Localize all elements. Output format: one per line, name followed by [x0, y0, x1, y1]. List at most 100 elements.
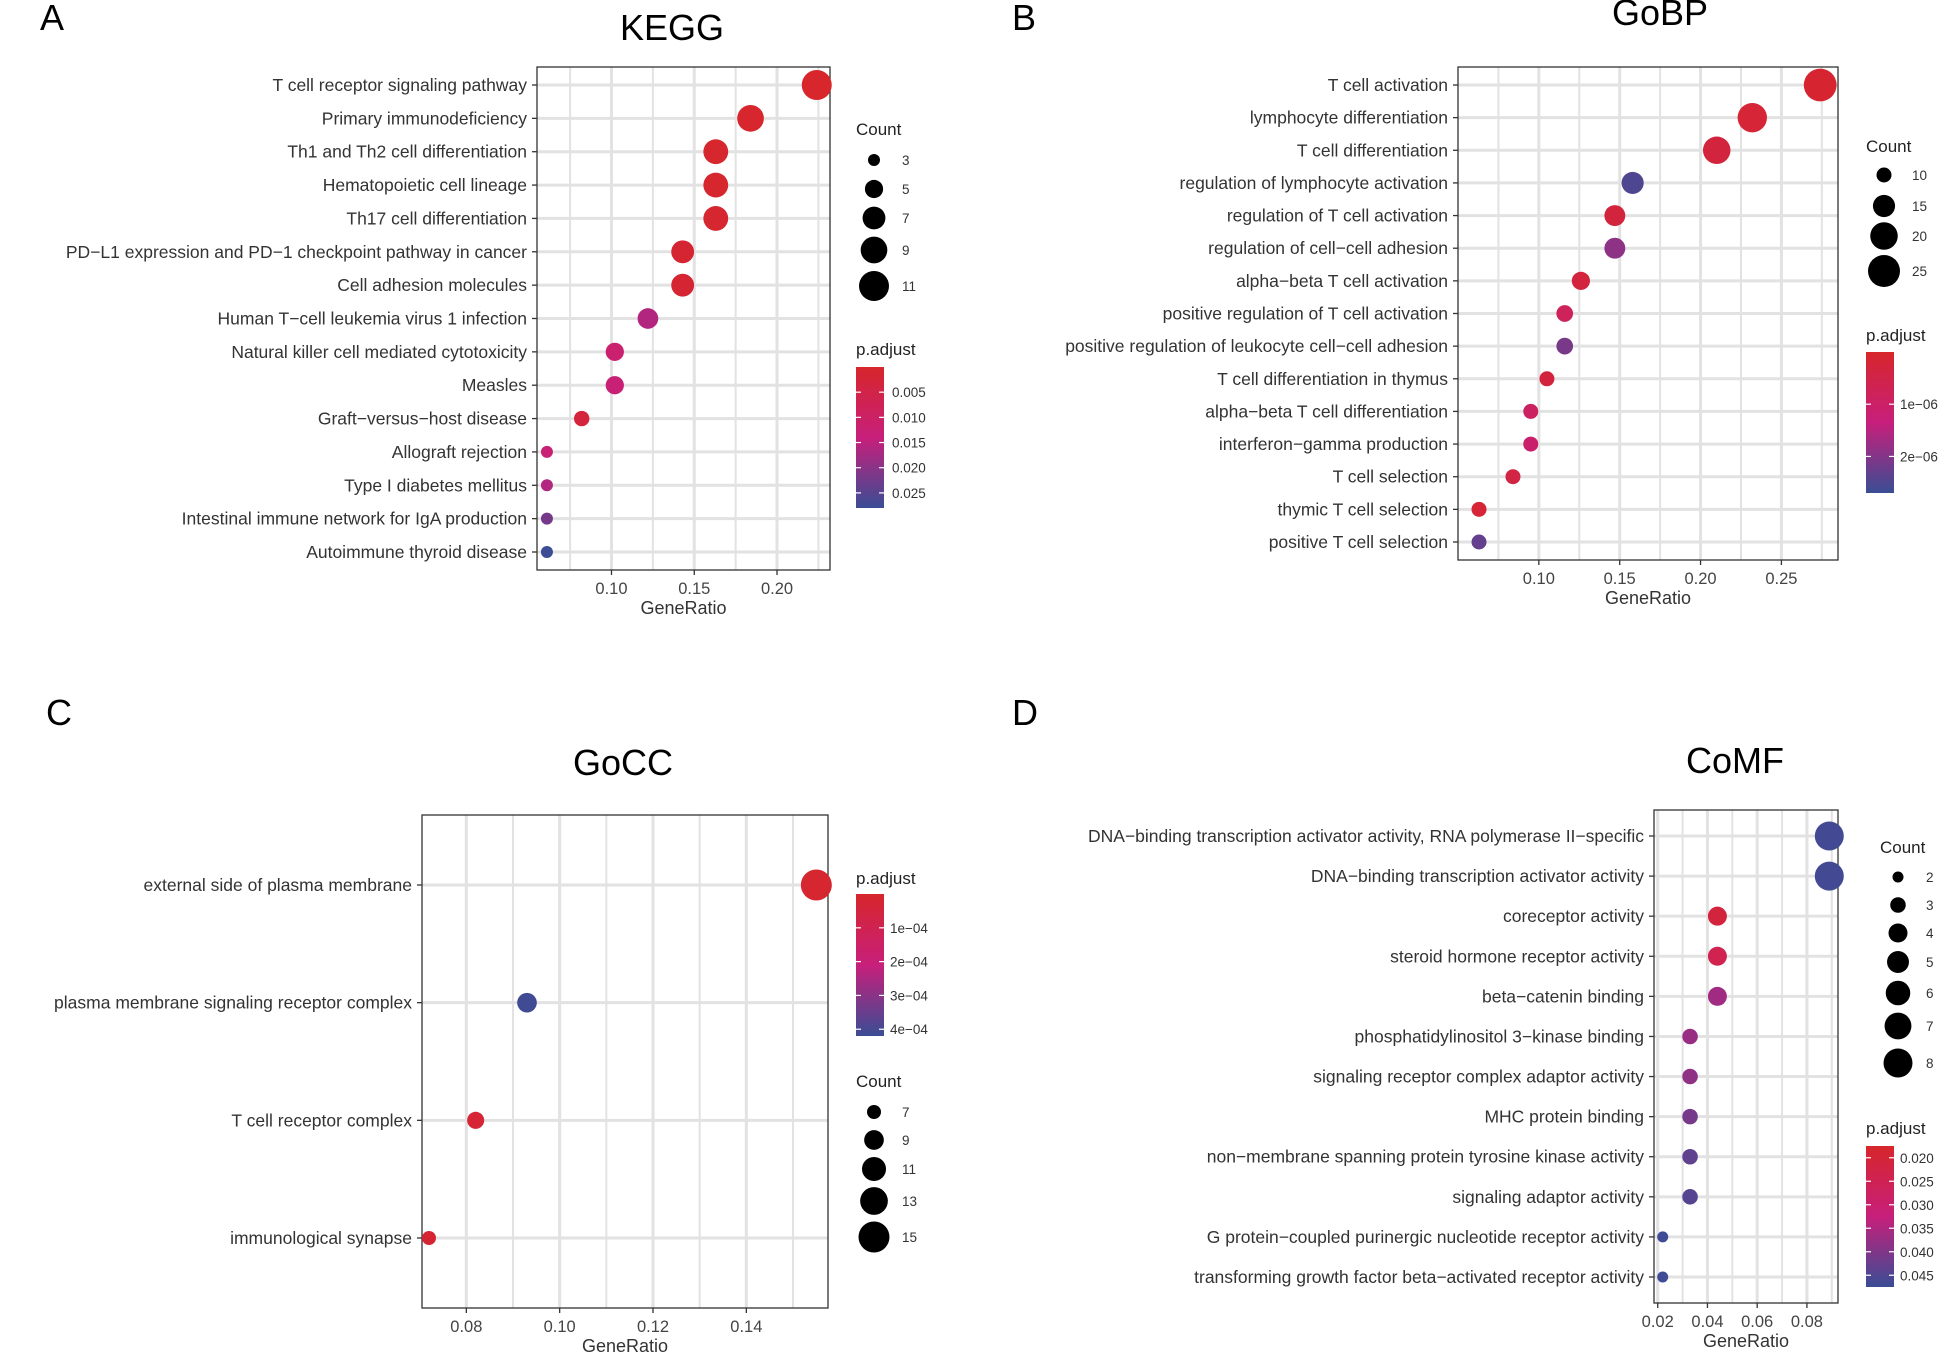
size-legend-label: 15: [1912, 199, 1927, 214]
data-point: [540, 479, 553, 492]
size-legend-dot: [1890, 897, 1906, 913]
category-label: immunological synapse: [230, 1228, 412, 1248]
size-legend-label: 6: [1926, 986, 1934, 1001]
panel-c: C GoCC external side of plasma membrane pla…: [46, 692, 928, 1356]
data-point: [1621, 171, 1644, 195]
category-label: DNA−binding transcription activator acti…: [1088, 826, 1644, 846]
category-label: plasma membrane signaling receptor compl…: [54, 993, 412, 1013]
category-label: signaling adaptor activity: [1452, 1187, 1644, 1207]
data-point: [540, 546, 553, 558]
grid: [537, 67, 830, 570]
color-legend-label: 0.030: [1900, 1198, 1934, 1213]
x-tick-label: 0.02: [1642, 1313, 1674, 1331]
color-legend-label: 1e−04: [890, 921, 928, 936]
panel-letter: C: [46, 692, 72, 733]
color-legend-title: p.adjust: [856, 340, 916, 359]
category-label: Autoimmune thyroid disease: [306, 542, 527, 562]
data-point: [517, 992, 537, 1013]
panel-title: GoCC: [573, 742, 673, 783]
data-point: [1737, 102, 1767, 133]
data-point: [1682, 1108, 1698, 1125]
data-point: [1682, 1068, 1698, 1085]
category-label: Hematopoietic cell lineage: [323, 175, 527, 195]
data-point: [1682, 1189, 1698, 1205]
size-legend-label: 5: [1926, 955, 1934, 970]
color-legend: p.adjust 0.005 0.010 0.015 0.020 0.025: [856, 340, 926, 508]
size-legend-dot: [864, 1130, 884, 1150]
data-point: [1702, 136, 1731, 165]
color-legend-bar: [1866, 1146, 1894, 1287]
color-legend-label: 0.020: [1900, 1151, 1934, 1166]
data-point: [1814, 821, 1844, 851]
category-label: positive regulation of leukocyte cell−ce…: [1065, 336, 1448, 356]
data-point: [671, 273, 695, 297]
category-label: Cell adhesion molecules: [337, 275, 527, 295]
data-point: [1556, 305, 1574, 322]
size-legend-label: 25: [1912, 264, 1927, 279]
category-label: Measles: [462, 375, 527, 395]
category-label: alpha−beta T cell activation: [1236, 271, 1448, 291]
category-label: transforming growth factor beta−activate…: [1194, 1267, 1644, 1287]
x-tick-label: 0.10: [1523, 570, 1555, 588]
size-legend-dot: [1884, 1012, 1912, 1040]
data-point: [1523, 436, 1539, 452]
data-point: [703, 206, 729, 231]
x-tick-label: 0.14: [730, 1318, 762, 1336]
data-point: [800, 869, 832, 901]
size-legend-label: 2: [1926, 870, 1934, 885]
data-point: [1657, 1231, 1669, 1243]
x-axis-title: GeneRatio: [1703, 1331, 1789, 1351]
category-label: non−membrane spanning protein tyrosine k…: [1207, 1147, 1645, 1167]
category-label: external side of plasma membrane: [144, 875, 412, 895]
category-label: Intestinal immune network for IgA produc…: [182, 509, 527, 529]
color-legend-label: 2e−04: [890, 955, 928, 970]
data-point: [540, 512, 553, 525]
x-tick-label: 0.15: [1604, 570, 1636, 588]
color-legend-label: 0.025: [892, 486, 926, 501]
color-legend-title: p.adjust: [1866, 326, 1926, 345]
data-point: [1505, 469, 1521, 485]
size-legend-label: 8: [1926, 1056, 1934, 1071]
size-legend-label: 4: [1926, 926, 1934, 941]
panel-d: D CoMF DNA−binding transcription activator…: [1012, 692, 1934, 1351]
color-legend-label: 2e−06: [1900, 449, 1938, 464]
category-label: Primary immunodeficiency: [322, 108, 527, 128]
plot-border: [1653, 809, 1839, 1304]
size-legend-label: 10: [1912, 168, 1927, 183]
color-legend: p.adjust 1e−06 2e−06: [1866, 326, 1938, 493]
data-point: [540, 445, 553, 458]
data-point: [1571, 271, 1590, 290]
size-legend-dot: [1870, 222, 1898, 250]
data-point: [1803, 68, 1837, 102]
size-legend-dot: [868, 154, 880, 166]
data-point: [1556, 337, 1574, 355]
category-label: regulation of T cell activation: [1227, 206, 1448, 226]
data-point: [1604, 237, 1626, 259]
x-tick-label: 0.12: [637, 1318, 669, 1336]
size-legend-dot: [1876, 167, 1892, 183]
category-label: G protein−coupled purinergic nucleotide …: [1207, 1227, 1645, 1247]
color-legend: p.adjust 0.020 0.025 0.030 0.035 0.040 0.045: [1866, 1119, 1934, 1287]
color-legend-label: 0.020: [892, 461, 926, 476]
category-label: T cell activation: [1328, 75, 1448, 95]
color-legend-label: 0.010: [892, 410, 926, 425]
panel-b: B GoBP T cell activation lymphocyte differe…: [1012, 0, 1938, 608]
x-tick-label: 0.04: [1691, 1313, 1723, 1331]
x-tick-label: 0.08: [1791, 1313, 1823, 1331]
category-label: coreceptor activity: [1503, 906, 1644, 926]
category-label: signaling receptor complex adaptor activ…: [1313, 1067, 1644, 1087]
color-legend-bar: [856, 367, 884, 508]
data-point: [1604, 205, 1626, 227]
size-legend-dot: [861, 1156, 887, 1182]
x-axis-title: GeneRatio: [640, 598, 726, 618]
size-legend-label: 11: [902, 279, 916, 294]
category-label: MHC protein binding: [1484, 1107, 1644, 1127]
data-point: [1682, 1028, 1698, 1045]
data-point: [605, 376, 624, 395]
data-point: [573, 410, 590, 427]
category-label: alpha−beta T cell differentiation: [1205, 401, 1448, 421]
size-legend-dot: [860, 236, 888, 264]
panel-a: A KEGG T cell receptor signaling pathway Pr…: [40, 0, 926, 618]
